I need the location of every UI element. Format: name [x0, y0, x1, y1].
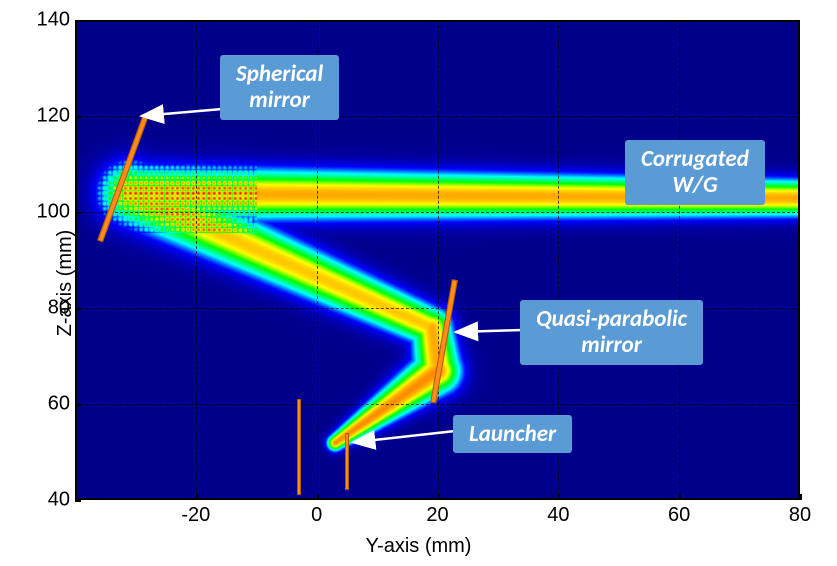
grid-line: [679, 20, 680, 500]
x-tick-label: -20: [181, 504, 210, 527]
x-tick-label: 20: [426, 504, 448, 527]
x-tick-label: 80: [789, 504, 811, 527]
launcher-left: [297, 399, 301, 495]
corrugated-wg-label: CorrugatedW/G: [625, 140, 765, 205]
plot-area: Sphericalmirror CorrugatedW/G Quasi-parabo…: [75, 20, 800, 500]
y-tick-label: 140: [37, 9, 70, 32]
launcher-label: Launcher: [453, 415, 572, 453]
grid-line: [196, 20, 197, 500]
x-tick-label: 60: [668, 504, 690, 527]
y-tick-label: 80: [48, 297, 70, 320]
y-tick-label: 100: [37, 201, 70, 224]
y-tick-label: 60: [48, 393, 70, 416]
y-tick-label: 40: [48, 489, 70, 512]
x-tick-label: 40: [547, 504, 569, 527]
y-tick-label: 120: [37, 105, 70, 128]
y-axis-label: Z-axis (mm): [54, 230, 77, 337]
launcher-right: [345, 433, 349, 491]
qp-mirror-label: Quasi-parabolicmirror: [520, 300, 703, 365]
chart-container: Sphericalmirror CorrugatedW/G Quasi-parabo…: [75, 20, 800, 500]
x-tick-label: 0: [311, 504, 322, 527]
grid-line: [438, 20, 439, 500]
spherical-mirror-label: Sphericalmirror: [220, 55, 339, 120]
x-axis-label: Y-axis (mm): [366, 535, 472, 558]
